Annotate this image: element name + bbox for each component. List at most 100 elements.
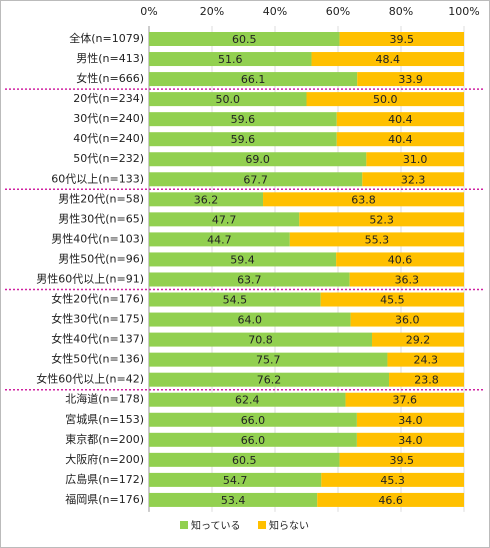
y-tick-label: 女性40代(n=137) <box>51 332 144 346</box>
y-tick-label: 男性30代(n=65) <box>58 211 144 225</box>
value-label: 66.1 <box>241 73 266 86</box>
bar-segment <box>149 252 337 267</box>
value-label: 50.0 <box>373 93 398 106</box>
value-label: 31.0 <box>403 153 428 166</box>
bar-segment <box>366 152 464 167</box>
value-label: 33.9 <box>398 73 423 86</box>
x-tick-label: 100% <box>448 5 479 18</box>
value-label: 67.7 <box>243 173 268 186</box>
bar-segment <box>149 352 388 367</box>
bar-segment <box>149 452 340 467</box>
value-label: 45.3 <box>380 474 405 487</box>
y-tick-label: 女性60代以上(n=42) <box>36 372 144 386</box>
value-label: 51.6 <box>218 53 243 66</box>
y-tick-label: 男性40代(n=103) <box>51 231 144 245</box>
bar-segment <box>149 152 367 167</box>
value-label: 66.0 <box>241 414 266 427</box>
bar-segment <box>311 52 464 67</box>
value-label: 60.5 <box>232 33 257 46</box>
bar-segment <box>149 432 357 447</box>
value-label: 62.4 <box>235 394 260 407</box>
bar-segment <box>349 272 464 287</box>
bar-segment <box>357 72 464 87</box>
bar-segment <box>263 192 464 207</box>
x-tick-label: 60% <box>326 5 350 18</box>
bar-segment <box>149 292 321 307</box>
value-label: 52.3 <box>369 213 394 226</box>
y-tick-label: 福岡県(n=176) <box>65 492 144 506</box>
x-tick-label: 80% <box>389 5 413 18</box>
value-label: 54.5 <box>223 294 248 307</box>
value-label: 47.7 <box>212 213 237 226</box>
value-label: 70.8 <box>248 334 273 347</box>
bar-segment <box>149 392 346 407</box>
bar-segment <box>149 112 337 127</box>
y-tick-label: 女性20代(n=176) <box>51 292 144 306</box>
value-label: 60.5 <box>232 454 257 467</box>
legend-label: 知らない <box>269 519 309 532</box>
y-tick-label: 60代以上(n=133) <box>51 172 144 185</box>
y-tick-label: 女性(n=666) <box>76 71 144 85</box>
value-label: 64.0 <box>238 314 263 327</box>
bar-segment <box>149 32 340 46</box>
bar-segment <box>306 92 464 107</box>
bar-segment <box>149 212 300 227</box>
y-tick-label: 50代(n=232) <box>73 152 144 165</box>
legend-swatch <box>258 521 266 529</box>
bar-segment <box>336 252 464 267</box>
y-tick-label: 東京都(n=200) <box>65 432 144 446</box>
bar-segment <box>149 312 351 327</box>
bar-segment <box>356 432 464 447</box>
value-label: 23.8 <box>414 374 439 387</box>
y-tick-label: 全体(n=1079) <box>69 31 144 45</box>
value-label: 36.3 <box>395 273 420 286</box>
value-label: 29.2 <box>406 334 431 347</box>
value-label: 45.5 <box>380 294 405 307</box>
value-label: 54.7 <box>223 474 248 487</box>
bar-segment <box>149 232 290 247</box>
bar-segment <box>317 492 464 507</box>
bar-segment <box>149 492 318 507</box>
y-tick-label: 男性(n=413) <box>76 51 144 65</box>
y-tick-label: 男性60代以上(n=91) <box>36 271 144 285</box>
value-label: 32.3 <box>401 173 426 186</box>
legend-label: 知っている <box>191 519 241 532</box>
value-label: 59.6 <box>231 113 256 126</box>
bar-segment <box>387 352 464 367</box>
bar-segment <box>339 452 464 467</box>
value-label: 40.4 <box>388 113 413 126</box>
bar-segment <box>149 172 363 187</box>
bar-segment <box>345 392 464 407</box>
y-tick-label: 女性50代(n=136) <box>51 352 144 366</box>
x-tick-label: 40% <box>263 5 287 18</box>
y-tick-label: 女性30代(n=175) <box>51 312 144 326</box>
value-label: 66.0 <box>241 434 266 447</box>
bar-segment <box>289 232 464 247</box>
bar-segment <box>320 292 464 307</box>
value-label: 36.0 <box>395 314 420 327</box>
y-tick-label: 広島県(n=172) <box>65 472 144 486</box>
y-tick-label: 宮城県(n=153) <box>65 412 144 426</box>
legend-swatch <box>180 521 188 529</box>
bar-segment <box>336 112 464 127</box>
bar-segment <box>372 332 464 347</box>
bar-segment <box>299 212 464 227</box>
value-label: 48.4 <box>376 53 401 66</box>
value-label: 75.7 <box>256 354 281 367</box>
bar-segment <box>149 412 357 427</box>
y-tick-label: 大阪府(n=200) <box>65 452 144 466</box>
bar-segment <box>149 372 390 387</box>
value-label: 50.0 <box>216 93 241 106</box>
value-label: 36.2 <box>194 193 219 206</box>
bar-segment <box>339 32 464 46</box>
bar-segment <box>149 132 337 147</box>
bar-segment <box>149 72 358 87</box>
bar-segment <box>149 472 322 487</box>
y-tick-label: 20代(n=234) <box>73 92 144 105</box>
bar-segment <box>356 412 464 427</box>
bar-segment <box>149 92 307 107</box>
value-label: 76.2 <box>257 374 282 387</box>
y-tick-label: 北海道(n=178) <box>65 392 144 406</box>
value-label: 59.6 <box>231 133 256 146</box>
